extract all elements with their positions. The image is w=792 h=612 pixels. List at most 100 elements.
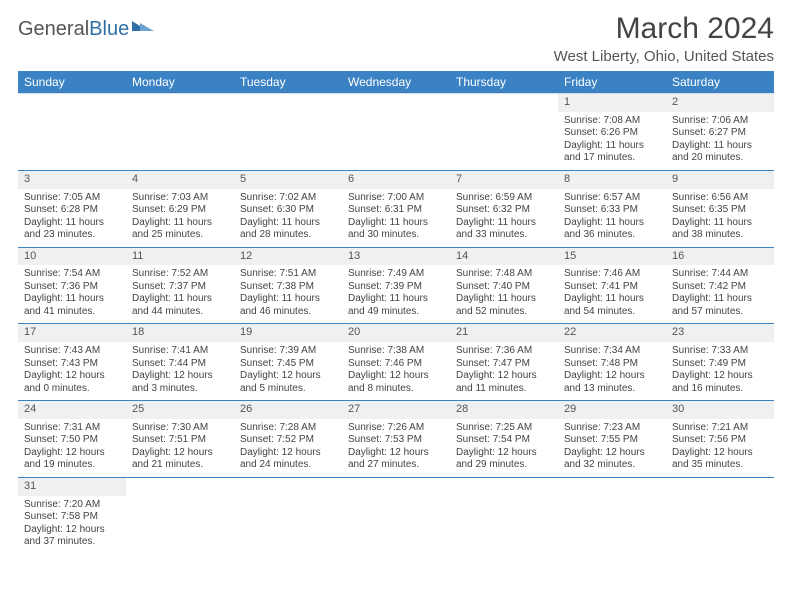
daylight-text-2: and 28 minutes. [240, 229, 336, 242]
sunset-text: Sunset: 6:35 PM [672, 204, 768, 217]
sunrise-text: Sunrise: 7:54 AM [24, 268, 120, 281]
day-number-cell: 24 [18, 401, 126, 419]
day-details-cell: Sunrise: 7:28 AMSunset: 7:52 PMDaylight:… [234, 419, 342, 478]
day-number-cell: 29 [558, 401, 666, 419]
daylight-text: Daylight: 12 hours [672, 370, 768, 383]
daylight-text-2: and 11 minutes. [456, 383, 552, 396]
logo-sail-icon [140, 23, 154, 31]
day-details-cell: Sunrise: 7:26 AMSunset: 7:53 PMDaylight:… [342, 419, 450, 478]
day-number-cell: 9 [666, 170, 774, 188]
sunset-text: Sunset: 6:30 PM [240, 204, 336, 217]
day-number-cell: 26 [234, 401, 342, 419]
weekday-header: Sunday [18, 71, 126, 94]
day-number-cell: 18 [126, 324, 234, 342]
day-details-cell: Sunrise: 7:39 AMSunset: 7:45 PMDaylight:… [234, 342, 342, 401]
sunrise-text: Sunrise: 7:34 AM [564, 345, 660, 358]
sunset-text: Sunset: 7:41 PM [564, 281, 660, 294]
daylight-text-2: and 32 minutes. [564, 459, 660, 472]
weekday-header: Tuesday [234, 71, 342, 94]
daylight-text: Daylight: 11 hours [24, 293, 120, 306]
sunset-text: Sunset: 7:56 PM [672, 434, 768, 447]
daylight-text: Daylight: 12 hours [456, 447, 552, 460]
sunset-text: Sunset: 6:31 PM [348, 204, 444, 217]
sunset-text: Sunset: 7:54 PM [456, 434, 552, 447]
daylight-text: Daylight: 11 hours [564, 217, 660, 230]
day-details-cell [450, 112, 558, 171]
day-details-cell: Sunrise: 7:08 AMSunset: 6:26 PMDaylight:… [558, 112, 666, 171]
weekday-header-row: SundayMondayTuesdayWednesdayThursdayFrid… [18, 71, 774, 94]
day-number-cell: 23 [666, 324, 774, 342]
day-number-row: 3456789 [18, 170, 774, 188]
sunrise-text: Sunrise: 7:26 AM [348, 422, 444, 435]
day-number-row: 24252627282930 [18, 401, 774, 419]
day-number-cell [126, 94, 234, 112]
day-details-cell [234, 496, 342, 554]
day-details-cell: Sunrise: 6:59 AMSunset: 6:32 PMDaylight:… [450, 189, 558, 248]
sunrise-text: Sunrise: 6:56 AM [672, 192, 768, 205]
daylight-text: Daylight: 11 hours [132, 293, 228, 306]
sunrise-text: Sunrise: 7:48 AM [456, 268, 552, 281]
sunrise-text: Sunrise: 7:30 AM [132, 422, 228, 435]
daylight-text-2: and 23 minutes. [24, 229, 120, 242]
sunset-text: Sunset: 7:38 PM [240, 281, 336, 294]
daylight-text: Daylight: 12 hours [24, 370, 120, 383]
day-number-cell: 1 [558, 94, 666, 112]
day-number-cell: 6 [342, 170, 450, 188]
sunrise-text: Sunrise: 7:38 AM [348, 345, 444, 358]
day-details-cell [18, 112, 126, 171]
brand-text-general: General [18, 18, 89, 41]
day-details-cell: Sunrise: 7:51 AMSunset: 7:38 PMDaylight:… [234, 265, 342, 324]
daylight-text: Daylight: 11 hours [24, 217, 120, 230]
daylight-text: Daylight: 11 hours [240, 217, 336, 230]
daylight-text-2: and 35 minutes. [672, 459, 768, 472]
day-number-cell: 25 [126, 401, 234, 419]
daylight-text: Daylight: 12 hours [240, 370, 336, 383]
sunrise-text: Sunrise: 7:52 AM [132, 268, 228, 281]
day-details-cell: Sunrise: 7:00 AMSunset: 6:31 PMDaylight:… [342, 189, 450, 248]
day-number-cell: 13 [342, 247, 450, 265]
day-details-cell: Sunrise: 7:06 AMSunset: 6:27 PMDaylight:… [666, 112, 774, 171]
day-details-cell [126, 112, 234, 171]
day-number-row: 31 [18, 477, 774, 495]
daylight-text: Daylight: 11 hours [672, 140, 768, 153]
day-details-cell: Sunrise: 7:36 AMSunset: 7:47 PMDaylight:… [450, 342, 558, 401]
day-number-cell [234, 94, 342, 112]
day-number-cell [558, 477, 666, 495]
sunset-text: Sunset: 7:37 PM [132, 281, 228, 294]
daylight-text-2: and 57 minutes. [672, 306, 768, 319]
sunset-text: Sunset: 7:49 PM [672, 358, 768, 371]
sunrise-text: Sunrise: 7:33 AM [672, 345, 768, 358]
sunrise-text: Sunrise: 6:59 AM [456, 192, 552, 205]
daylight-text-2: and 33 minutes. [456, 229, 552, 242]
daylight-text: Daylight: 12 hours [240, 447, 336, 460]
day-number-cell: 8 [558, 170, 666, 188]
sunrise-text: Sunrise: 7:25 AM [456, 422, 552, 435]
day-details-cell [126, 496, 234, 554]
day-number-cell [450, 477, 558, 495]
daylight-text-2: and 30 minutes. [348, 229, 444, 242]
sunset-text: Sunset: 7:39 PM [348, 281, 444, 294]
day-details-cell: Sunrise: 7:52 AMSunset: 7:37 PMDaylight:… [126, 265, 234, 324]
day-number-cell [666, 477, 774, 495]
daylight-text-2: and 41 minutes. [24, 306, 120, 319]
day-details-cell: Sunrise: 7:34 AMSunset: 7:48 PMDaylight:… [558, 342, 666, 401]
weekday-header: Thursday [450, 71, 558, 94]
daylight-text: Daylight: 11 hours [564, 140, 660, 153]
day-details-cell: Sunrise: 7:25 AMSunset: 7:54 PMDaylight:… [450, 419, 558, 478]
sunset-text: Sunset: 7:55 PM [564, 434, 660, 447]
day-number-cell: 31 [18, 477, 126, 495]
day-details-cell: Sunrise: 7:46 AMSunset: 7:41 PMDaylight:… [558, 265, 666, 324]
calendar-table: SundayMondayTuesdayWednesdayThursdayFrid… [18, 71, 774, 554]
page-header: GeneralBlue March 2024 West Liberty, Ohi… [18, 12, 774, 65]
day-number-cell: 12 [234, 247, 342, 265]
day-details-row: Sunrise: 7:08 AMSunset: 6:26 PMDaylight:… [18, 112, 774, 171]
daylight-text: Daylight: 12 hours [672, 447, 768, 460]
month-title: March 2024 [554, 12, 774, 46]
day-details-cell [342, 112, 450, 171]
sunset-text: Sunset: 7:46 PM [348, 358, 444, 371]
day-details-row: Sunrise: 7:43 AMSunset: 7:43 PMDaylight:… [18, 342, 774, 401]
sunrise-text: Sunrise: 7:51 AM [240, 268, 336, 281]
day-details-cell: Sunrise: 7:31 AMSunset: 7:50 PMDaylight:… [18, 419, 126, 478]
day-details-row: Sunrise: 7:31 AMSunset: 7:50 PMDaylight:… [18, 419, 774, 478]
day-details-cell: Sunrise: 7:23 AMSunset: 7:55 PMDaylight:… [558, 419, 666, 478]
